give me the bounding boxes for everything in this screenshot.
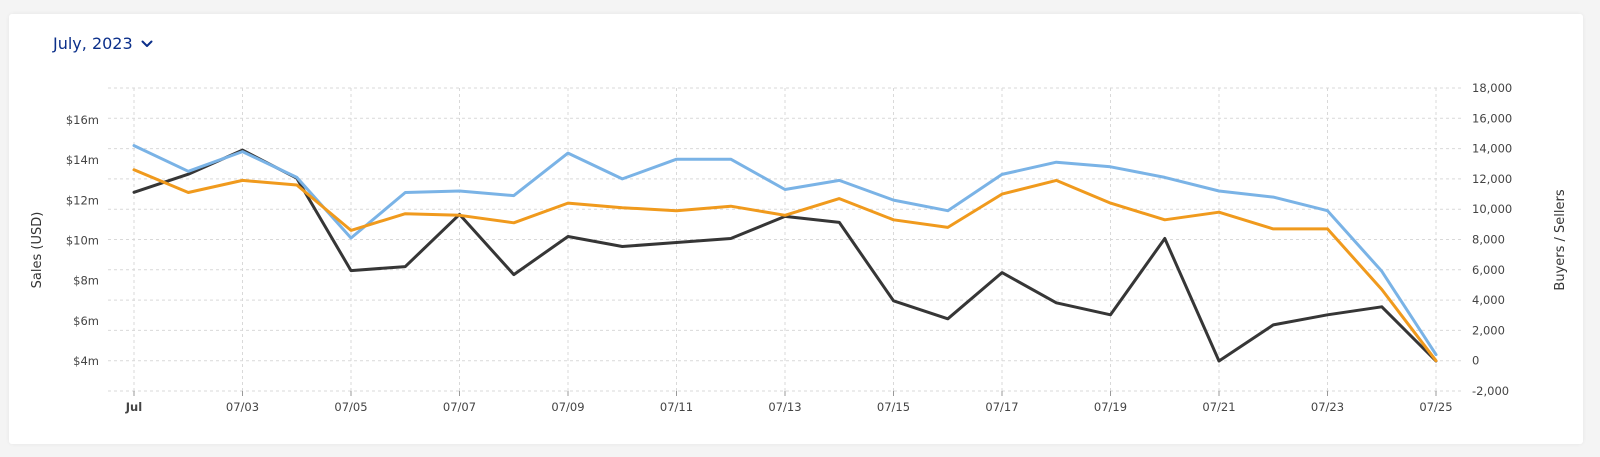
y2-tick-label: -2,000 bbox=[1472, 384, 1509, 398]
y2-tick-label: 18,000 bbox=[1472, 81, 1512, 95]
x-tick-label: 07/25 bbox=[1419, 400, 1452, 414]
y-tick-label: $4m bbox=[73, 354, 99, 368]
y2-tick-label: 10,000 bbox=[1472, 202, 1512, 216]
y-tick-label: $8m bbox=[73, 274, 99, 288]
y2-axis-title: Buyers / Sellers bbox=[1553, 189, 1568, 290]
x-tick-label: 07/21 bbox=[1202, 400, 1235, 414]
y2-tick-label: 2,000 bbox=[1472, 323, 1505, 337]
y2-tick-label: 4,000 bbox=[1472, 293, 1505, 307]
x-tick-label: 07/03 bbox=[226, 400, 259, 414]
series-line-3 bbox=[132, 168, 1438, 363]
y-tick-label: $10m bbox=[66, 234, 99, 248]
y2-tick-label: 12,000 bbox=[1472, 172, 1512, 186]
chart-grid bbox=[108, 87, 1463, 392]
chart-series bbox=[132, 144, 1438, 363]
x-tick-label: 07/07 bbox=[443, 400, 476, 414]
x-tick-label: 07/13 bbox=[768, 400, 801, 414]
x-axis: Jul 07/03 07/05 07/07 07/09 07/11 07/13 07/15 07… bbox=[125, 391, 1453, 414]
x-tick-label: 07/19 bbox=[1094, 400, 1127, 414]
x-tick-label: 07/23 bbox=[1311, 400, 1344, 414]
y-tick-label: $12m bbox=[66, 193, 99, 207]
y2-tick-label: 0 bbox=[1472, 354, 1479, 368]
y2-tick-label: 16,000 bbox=[1472, 111, 1512, 125]
y2-tick-label: 6,000 bbox=[1472, 263, 1505, 277]
y-tick-label: $16m bbox=[66, 113, 99, 127]
x-tick-label: 07/17 bbox=[985, 400, 1018, 414]
month-dropdown[interactable]: July, 2023 bbox=[53, 34, 153, 53]
y-axis-left: $4m $6m $8m $10m $12m $14m $16m bbox=[66, 113, 99, 368]
x-tick-label: 07/15 bbox=[877, 400, 910, 414]
x-tick-label: Jul bbox=[125, 400, 142, 414]
x-tick-label: 07/09 bbox=[551, 400, 584, 414]
y-axis-right: -2,000 0 2,000 4,000 6,000 8,000 10,000 12,000 1… bbox=[1472, 81, 1512, 398]
x-tick-label: 07/05 bbox=[334, 400, 367, 414]
y-tick-label: $6m bbox=[73, 314, 99, 328]
x-tick-label: 07/11 bbox=[660, 400, 693, 414]
month-label: July, 2023 bbox=[53, 34, 133, 53]
y-axis-title: Sales (USD) bbox=[30, 212, 45, 289]
series-line-2 bbox=[132, 144, 1438, 357]
y-tick-label: $14m bbox=[66, 153, 99, 167]
y2-tick-label: 8,000 bbox=[1472, 233, 1505, 247]
chevron-down-icon bbox=[141, 40, 153, 48]
y2-tick-label: 14,000 bbox=[1472, 142, 1512, 156]
